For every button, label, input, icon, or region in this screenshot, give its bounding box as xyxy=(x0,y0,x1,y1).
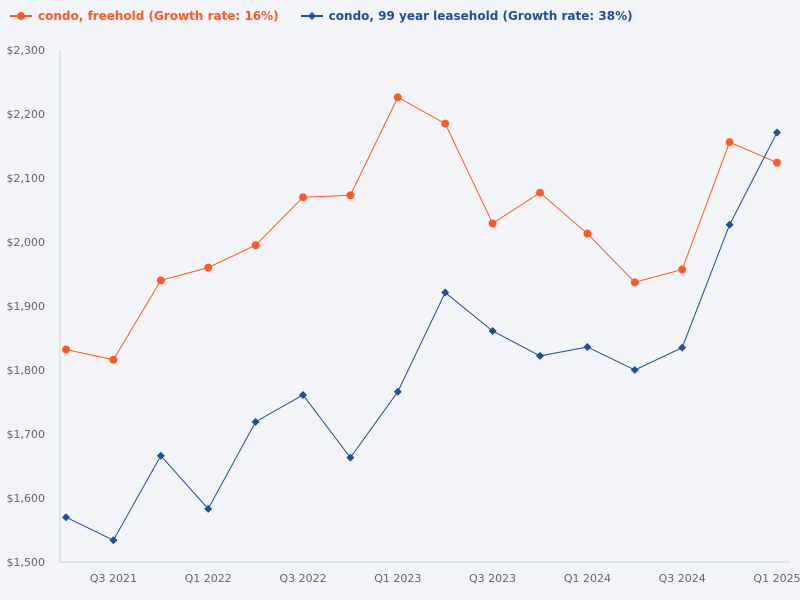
y-tick-label: $2,200 xyxy=(7,108,46,121)
data-point xyxy=(773,128,781,137)
data-point xyxy=(109,355,118,364)
x-tick-label: Q3 2024 xyxy=(659,572,706,585)
x-tick-label: Q1 2022 xyxy=(185,572,232,585)
data-point xyxy=(109,536,118,545)
y-tick-label: $1,800 xyxy=(7,364,46,377)
data-point xyxy=(488,326,497,335)
y-tick-label: $1,500 xyxy=(7,556,46,569)
data-point xyxy=(299,390,307,399)
data-point xyxy=(156,276,165,285)
data-point xyxy=(678,265,687,274)
data-point xyxy=(62,345,70,354)
y-tick-label: $2,100 xyxy=(7,172,46,185)
data-point xyxy=(204,263,213,272)
data-point xyxy=(583,342,592,351)
data-point xyxy=(536,188,544,197)
x-tick-label: Q1 2025 xyxy=(753,572,800,585)
legend-label: condo, 99 year leasehold (Growth rate: 3… xyxy=(328,9,633,23)
data-point xyxy=(583,229,592,238)
y-tick-label: $1,900 xyxy=(7,300,46,313)
x-tick-label: Q3 2023 xyxy=(469,572,516,585)
data-point xyxy=(536,351,544,360)
data-point xyxy=(725,138,734,147)
legend-item-leasehold[interactable]: condo, 99 year leasehold (Growth rate: 3… xyxy=(300,9,633,23)
data-point xyxy=(630,278,639,287)
data-point xyxy=(773,158,781,167)
data-point xyxy=(393,93,402,102)
data-point xyxy=(62,513,70,522)
series-line-1 xyxy=(65,132,778,541)
circle-marker-icon xyxy=(10,12,32,20)
data-point xyxy=(251,417,260,426)
data-point xyxy=(630,366,639,374)
y-tick-label: $1,600 xyxy=(7,492,46,505)
data-point xyxy=(346,191,355,200)
y-tick-label: $1,700 xyxy=(7,428,46,441)
y-tick-label: $2,300 xyxy=(7,44,46,57)
data-point xyxy=(725,220,734,229)
data-point xyxy=(204,504,213,513)
data-point xyxy=(251,241,260,250)
legend: condo, freehold (Growth rate: 16%) condo… xyxy=(10,9,633,23)
x-tick-label: Q3 2022 xyxy=(279,572,326,585)
data-point xyxy=(678,343,687,352)
x-tick-label: Q1 2023 xyxy=(374,572,421,585)
legend-label: condo, freehold (Growth rate: 16%) xyxy=(38,9,279,23)
data-point xyxy=(346,453,355,462)
x-tick-label: Q3 2021 xyxy=(90,572,137,585)
data-point xyxy=(441,119,450,128)
legend-item-freehold[interactable]: condo, freehold (Growth rate: 16%) xyxy=(10,9,279,23)
data-point xyxy=(441,288,450,297)
data-point xyxy=(488,219,497,228)
data-point xyxy=(299,193,307,202)
data-point xyxy=(393,387,402,396)
diamond-marker-icon xyxy=(300,12,323,20)
x-tick-label: Q1 2024 xyxy=(564,572,611,585)
data-point xyxy=(156,451,165,460)
series-line-0 xyxy=(65,96,778,361)
y-tick-label: $2,000 xyxy=(7,236,46,249)
